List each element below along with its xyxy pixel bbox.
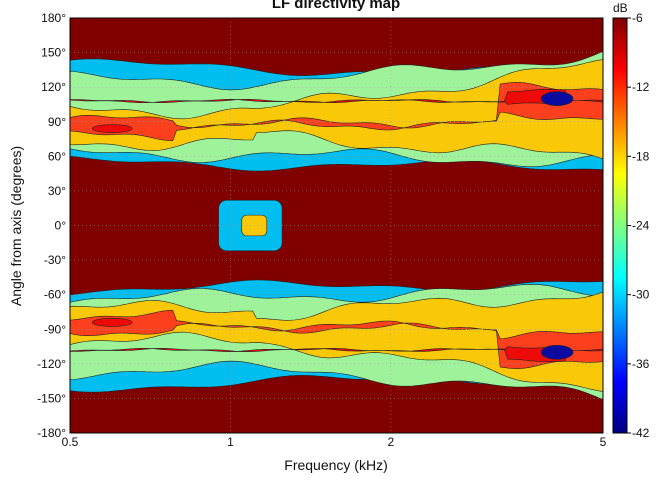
- colorbar-tick-label: -36: [632, 357, 650, 371]
- contour-band: [70, 59, 603, 160]
- contour-spot: [540, 345, 574, 360]
- colorbar: [612, 17, 628, 434]
- contour-spot: [540, 91, 574, 106]
- y-tick-label: 60°: [48, 149, 66, 163]
- contour-band: [70, 309, 603, 369]
- y-tick-label: 120°: [41, 80, 66, 94]
- x-tick-label: 5: [600, 435, 607, 449]
- y-tick-label: 30°: [48, 184, 66, 198]
- y-tick-label: 150°: [41, 46, 66, 60]
- colorbar-tick-label: -18: [632, 149, 650, 163]
- y-tick-label: -150°: [37, 391, 66, 405]
- y-tick-label: -30°: [44, 253, 66, 267]
- y-tick-label: -60°: [44, 288, 66, 302]
- colorbar-unit-label: dB: [613, 1, 628, 15]
- colorbar-tick-label: -30: [632, 288, 650, 302]
- colorbar-tick-label: -6: [632, 11, 643, 25]
- y-tick-label: 0°: [55, 219, 67, 233]
- y-tick-label: 180°: [41, 11, 66, 25]
- contour-band: [70, 82, 603, 142]
- chart-title: LF directivity map: [272, 0, 400, 12]
- colorbar-tick-label: -42: [632, 426, 650, 440]
- contour-plot-area: [70, 18, 603, 433]
- x-tick-label: 2: [388, 435, 395, 449]
- colorbar-tick-label: -12: [632, 80, 650, 94]
- contour-spot: [91, 124, 133, 133]
- y-tick-label: -90°: [44, 322, 66, 336]
- contour-spot: [91, 318, 133, 327]
- y-tick-label: 90°: [48, 115, 66, 129]
- y-axis-label: Angle from axis (degrees): [8, 146, 24, 306]
- contour-band: [70, 291, 603, 392]
- y-tick-label: -120°: [37, 357, 66, 371]
- y-tick-label: -180°: [37, 426, 66, 440]
- colorbar-tick-label: -24: [632, 219, 650, 233]
- plot-frame: [69, 17, 604, 434]
- x-tick-label: 0.5: [62, 435, 79, 449]
- x-tick-label: 1: [227, 435, 234, 449]
- x-axis-label: Frequency (kHz): [284, 457, 387, 473]
